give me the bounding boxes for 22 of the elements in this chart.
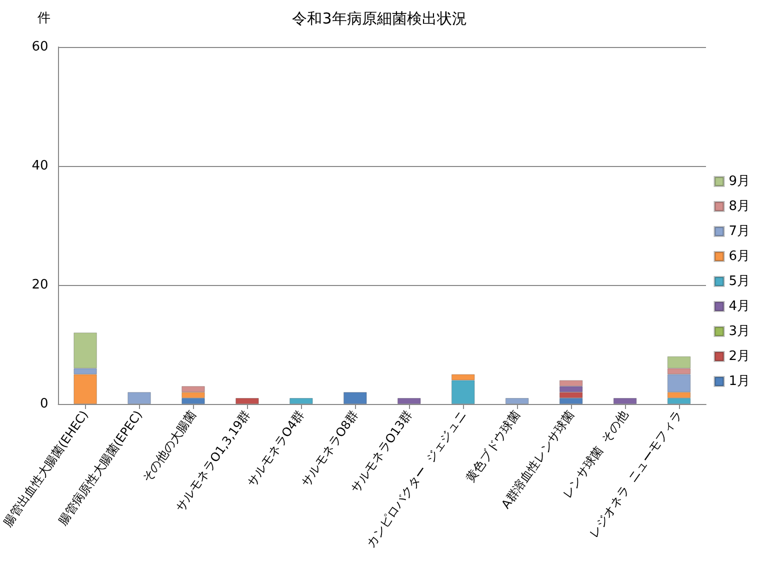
legend-label: 5月 xyxy=(728,274,750,289)
legend-label: 1月 xyxy=(728,374,750,389)
y-tick-label: 40 xyxy=(32,158,48,174)
y-axis-title: 件 xyxy=(37,11,50,26)
legend-label: 8月 xyxy=(728,199,750,214)
bar xyxy=(505,398,529,404)
bar xyxy=(398,398,421,404)
bar xyxy=(128,392,151,404)
y-tick-label: 0 xyxy=(40,396,48,412)
legend-label: 2月 xyxy=(728,349,750,364)
bar xyxy=(613,398,637,404)
bar xyxy=(290,398,313,404)
legend-label: 9月 xyxy=(728,174,750,189)
legend-label: 6月 xyxy=(728,249,750,264)
y-tick-label: 20 xyxy=(32,278,48,292)
bar xyxy=(344,392,367,404)
bar xyxy=(236,398,259,404)
legend-label: 4月 xyxy=(728,299,750,314)
legend-label: 7月 xyxy=(728,224,750,239)
y-tick-label: 60 xyxy=(32,40,48,54)
chart-title: 令和3年病原細菌検出状況 xyxy=(292,10,467,28)
legend-label: 3月 xyxy=(728,324,750,339)
